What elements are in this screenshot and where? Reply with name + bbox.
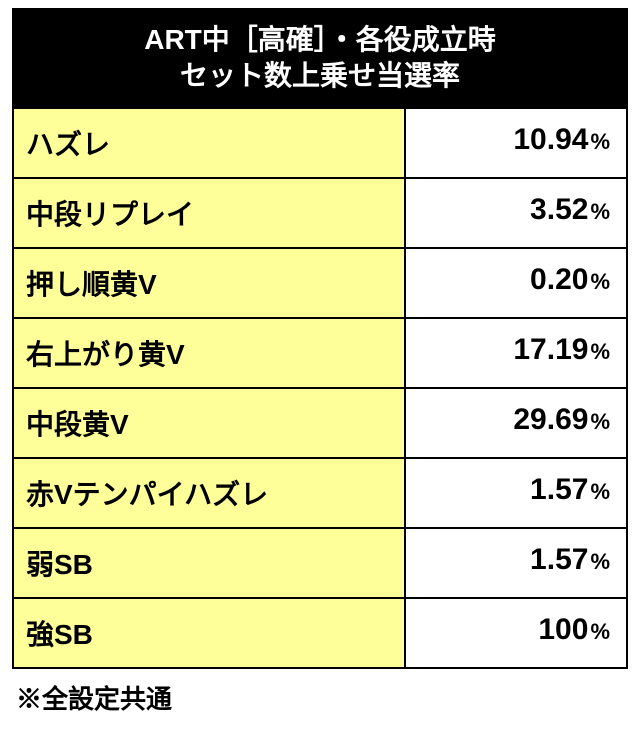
value-unit: % — [590, 269, 610, 295]
value-number: 17.19 — [513, 333, 588, 367]
table-row: 赤Vテンパイハズレ 1.57% — [14, 457, 626, 527]
row-label: 強SB — [14, 599, 406, 667]
row-label: 中段リプレイ — [14, 179, 406, 247]
table-row: ハズレ 10.94% — [14, 107, 626, 177]
row-value: 29.69% — [406, 389, 626, 457]
row-label: 中段黄V — [14, 389, 406, 457]
row-label: 押し順黄V — [14, 249, 406, 317]
value-unit: % — [590, 549, 610, 575]
value-unit: % — [590, 479, 610, 505]
table-footnote: ※全設定共通 — [12, 669, 628, 716]
row-value: 1.57% — [406, 459, 626, 527]
row-value: 0.20% — [406, 249, 626, 317]
value-number: 100 — [538, 613, 588, 647]
table-row: 弱SB 1.57% — [14, 527, 626, 597]
value-unit: % — [590, 339, 610, 365]
rate-table: ART中［高確］・各役成立時 セット数上乗せ当選率 ハズレ 10.94% 中段リ… — [12, 8, 628, 669]
value-number: 1.57 — [530, 473, 588, 507]
table-row: 押し順黄V 0.20% — [14, 247, 626, 317]
row-value: 10.94% — [406, 109, 626, 177]
value-number: 10.94 — [513, 123, 588, 157]
row-value: 3.52% — [406, 179, 626, 247]
row-value: 100% — [406, 599, 626, 667]
value-unit: % — [590, 619, 610, 645]
row-value: 1.57% — [406, 529, 626, 597]
value-unit: % — [590, 129, 610, 155]
value-unit: % — [590, 409, 610, 435]
header-line-2: セット数上乗せ当選率 — [22, 58, 618, 94]
value-unit: % — [590, 199, 610, 225]
row-label: 弱SB — [14, 529, 406, 597]
row-label: 右上がり黄V — [14, 319, 406, 387]
row-label: 赤Vテンパイハズレ — [14, 459, 406, 527]
row-value: 17.19% — [406, 319, 626, 387]
value-number: 3.52 — [530, 193, 588, 227]
header-line-1: ART中［高確］・各役成立時 — [22, 22, 618, 58]
value-number: 29.69 — [513, 403, 588, 437]
table-row: 右上がり黄V 17.19% — [14, 317, 626, 387]
table-row: 強SB 100% — [14, 597, 626, 667]
table-row: 中段黄V 29.69% — [14, 387, 626, 457]
table-header: ART中［高確］・各役成立時 セット数上乗せ当選率 — [14, 10, 626, 107]
value-number: 1.57 — [530, 543, 588, 577]
table-row: 中段リプレイ 3.52% — [14, 177, 626, 247]
row-label: ハズレ — [14, 109, 406, 177]
value-number: 0.20 — [530, 263, 588, 297]
